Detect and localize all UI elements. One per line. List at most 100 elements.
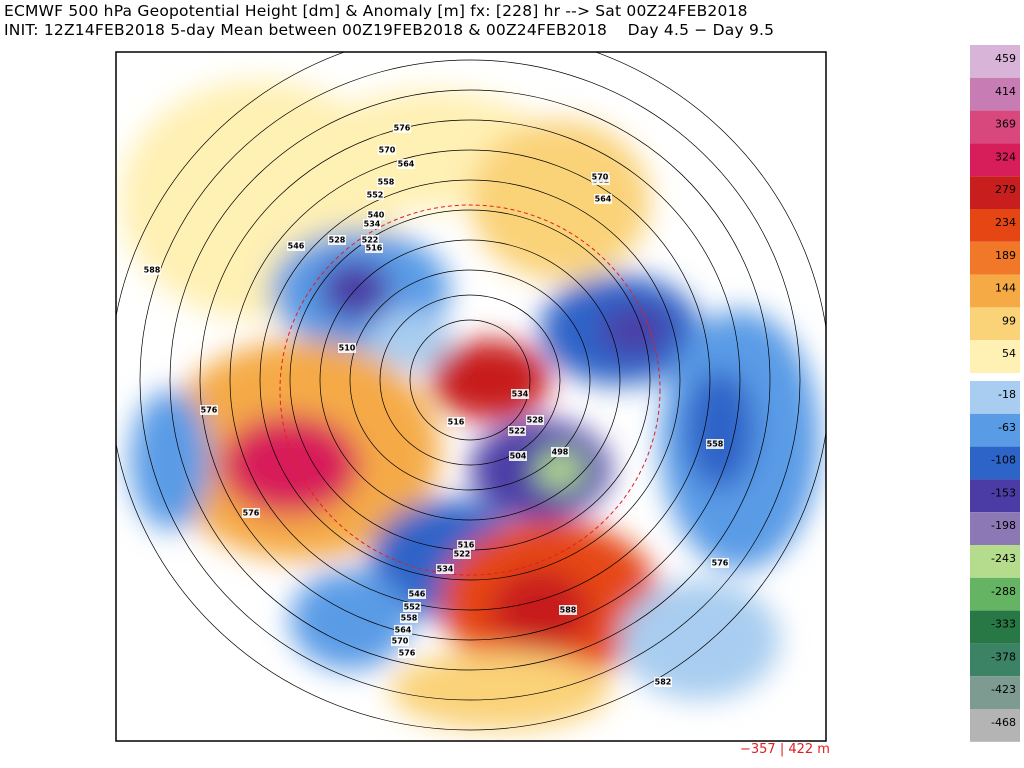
subtitle-line: INIT: 12Z14FEB2018 5-day Mean between 00… bbox=[4, 21, 775, 39]
contour-label: 546 bbox=[288, 242, 305, 251]
colorbar-label: 54 bbox=[1002, 347, 1016, 360]
contour-label: 528 bbox=[329, 236, 346, 245]
contour-label-bg bbox=[328, 235, 346, 245]
contour-label-bg bbox=[394, 625, 412, 635]
contour-label: 534 bbox=[364, 220, 381, 229]
colorbar-label: 369 bbox=[995, 118, 1016, 131]
contour-label: 540 bbox=[368, 211, 385, 220]
contour-label-bg bbox=[457, 540, 475, 550]
contour-label-bg bbox=[378, 145, 396, 155]
colorbar: 459 414 369 324 279 234 189 144 99 54 -18 -63 -108 -1… bbox=[970, 45, 1020, 742]
colorbar-label: -153 bbox=[991, 486, 1016, 499]
contour-label-bg bbox=[365, 243, 383, 253]
colorbar-label: -243 bbox=[991, 552, 1016, 565]
contour-label-bg bbox=[397, 159, 415, 169]
contour-label: 534 bbox=[512, 390, 529, 399]
contour-label-bg bbox=[391, 636, 409, 646]
contour-label-bg bbox=[143, 265, 161, 275]
colorbar-swatch bbox=[970, 479, 1020, 513]
colorbar-label: -63 bbox=[998, 421, 1016, 434]
map-frame bbox=[115, 51, 827, 742]
colorbar-swatch bbox=[970, 209, 1020, 242]
colorbar-label: 324 bbox=[995, 150, 1016, 163]
contour-label: 576 bbox=[399, 649, 416, 658]
contour-label-bg bbox=[398, 648, 416, 658]
colorbar-swatch bbox=[970, 676, 1020, 709]
colorbar-swatch bbox=[970, 381, 1020, 414]
colorbar-swatch bbox=[970, 110, 1020, 144]
contour-label-bg bbox=[403, 602, 421, 612]
contour-label: 588 bbox=[144, 266, 161, 275]
contour-label-bg bbox=[706, 439, 724, 449]
colorbar-label: 459 bbox=[995, 52, 1016, 65]
colorbar-label: -288 bbox=[991, 585, 1016, 598]
contour-label-bg bbox=[591, 172, 609, 182]
contour-label: 552 bbox=[404, 603, 421, 612]
contour-label-bg bbox=[711, 558, 729, 568]
colorbar-swatch bbox=[970, 241, 1020, 275]
contour-label-bg bbox=[367, 210, 385, 220]
colorbar-label: 144 bbox=[995, 282, 1016, 295]
contour-label-bg bbox=[551, 447, 569, 457]
colorbar-label: 279 bbox=[995, 183, 1016, 196]
contour-label: 582 bbox=[655, 678, 672, 687]
contour-label: 576 bbox=[243, 509, 260, 518]
colorbar-label: -378 bbox=[991, 650, 1016, 663]
colorbar-label: -198 bbox=[991, 519, 1016, 532]
colorbar-label: -468 bbox=[991, 716, 1016, 729]
contour-label-bg bbox=[200, 405, 218, 415]
contour-label-bg bbox=[453, 549, 471, 559]
contour-label: 528 bbox=[527, 416, 544, 425]
contour-label: 504 bbox=[510, 452, 527, 461]
contour-label-bg bbox=[338, 343, 356, 353]
contour-label: 510 bbox=[339, 344, 356, 353]
contour-label: 522 bbox=[362, 236, 379, 245]
contour-label: 564 bbox=[595, 195, 612, 204]
colorbar-swatch bbox=[970, 610, 1020, 644]
contour-label: 576 bbox=[712, 559, 729, 568]
contour-label: 498 bbox=[552, 448, 569, 457]
contour-label-bg bbox=[393, 123, 411, 133]
contour-label: 558 bbox=[707, 440, 724, 449]
contour-label: 576 bbox=[394, 124, 411, 133]
contour-label-bg bbox=[594, 194, 612, 204]
colorbar-label: -423 bbox=[991, 683, 1016, 696]
contour-label-bg bbox=[526, 415, 544, 425]
contour-label-bg bbox=[400, 613, 418, 623]
contour-label: 558 bbox=[378, 178, 395, 187]
contour-label-bg bbox=[366, 190, 384, 200]
contour-label: 552 bbox=[367, 191, 384, 200]
contour-label: 564 bbox=[398, 160, 415, 169]
contour-label-bg bbox=[408, 589, 426, 599]
contour-label-bg bbox=[509, 451, 527, 461]
contour-label: 516 bbox=[458, 541, 475, 550]
contour-label-bg bbox=[654, 677, 672, 687]
contour-label: 564 bbox=[395, 626, 412, 635]
colorbar-label: 414 bbox=[995, 85, 1016, 98]
colorbar-swatch bbox=[970, 176, 1020, 209]
colorbar-swatch bbox=[970, 545, 1020, 578]
colorbar-swatch bbox=[970, 340, 1020, 373]
height-contours bbox=[116, 52, 826, 731]
colorbar-swatch bbox=[970, 45, 1020, 78]
contour-label-bg bbox=[447, 417, 465, 427]
contour-label: 534 bbox=[437, 565, 454, 574]
contour-label: 516 bbox=[366, 244, 383, 253]
contour-label: 516 bbox=[448, 418, 465, 427]
contour-label: 576 bbox=[201, 406, 218, 415]
contour-label: 570 bbox=[592, 173, 609, 182]
contour-label-bg bbox=[508, 426, 526, 436]
colorbar-label: 189 bbox=[995, 249, 1016, 262]
contour-label-bg bbox=[377, 177, 395, 187]
colorbar-label: -333 bbox=[991, 618, 1016, 631]
colorbar-label: -108 bbox=[991, 454, 1016, 467]
colorbar-swatch bbox=[970, 577, 1020, 611]
contour-label: 570 bbox=[379, 146, 396, 155]
colorbar-label: 99 bbox=[1002, 314, 1016, 327]
anomaly-shading bbox=[120, 80, 820, 730]
contour-label-bg bbox=[242, 508, 260, 518]
colorbar-swatch bbox=[970, 307, 1020, 341]
colorbar-swatch bbox=[970, 413, 1020, 447]
